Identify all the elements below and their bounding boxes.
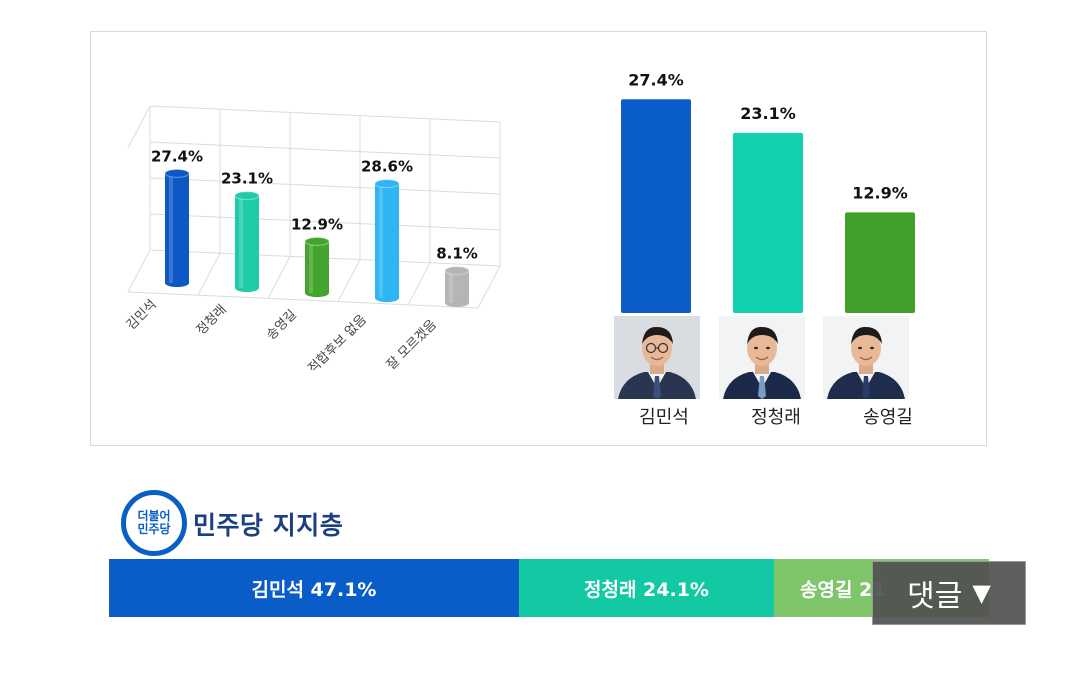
cylinder-bar-1 [234, 191, 260, 292]
candidate-name-2: 송영길 [863, 407, 913, 428]
cylinder-bar-3 [374, 179, 400, 302]
party-logo-line2: 민주당 [137, 522, 171, 536]
stacked-segment-1: 정청래 24.1% [519, 559, 774, 617]
stacked-segment-0: 김민석 47.1% [109, 559, 519, 617]
stacked-support-bar: 김민석 47.1% 정청래 24.1% 송영길 21 [109, 559, 989, 617]
triangle-down-icon: ▼ [972, 579, 991, 607]
candidate-bar-value-0: 27.4% [628, 70, 684, 89]
candidate-name-0: 김민석 [639, 407, 689, 428]
candidate-name-1: 정청래 [751, 407, 801, 428]
party-logo-line1: 더불어 [137, 509, 171, 523]
cylinder-bar-2 [304, 236, 330, 297]
candidate-photo-2 [823, 316, 909, 399]
candidate-photo-0 [614, 316, 700, 399]
candidate-bar-value-1: 23.1% [740, 104, 796, 123]
cylinder-value-label-3: 28.6% [361, 158, 413, 176]
cylinder-bar-0 [164, 168, 190, 287]
cylinder-value-label-4: 8.1% [436, 245, 478, 263]
candidate-photo-1 [719, 316, 805, 399]
comment-label: 댓글 [907, 579, 963, 614]
comment-button[interactable]: 댓글 ▼ [872, 561, 1026, 625]
party-title: 민주당 지지층 [193, 511, 344, 540]
cylinder-bar-4 [444, 266, 470, 307]
cylinder-value-label-1: 23.1% [221, 170, 273, 188]
candidate-bar-0 [621, 99, 691, 313]
candidate-bar-2 [845, 212, 915, 313]
cylinder-value-label-2: 12.9% [291, 215, 343, 233]
cylinder-value-label-0: 27.4% [151, 147, 203, 165]
party-logo: 더불어 민주당 [121, 490, 187, 556]
candidate-bar-1 [733, 132, 803, 313]
candidate-bar-value-2: 12.9% [852, 183, 908, 202]
chart-3d-grid [127, 105, 501, 309]
